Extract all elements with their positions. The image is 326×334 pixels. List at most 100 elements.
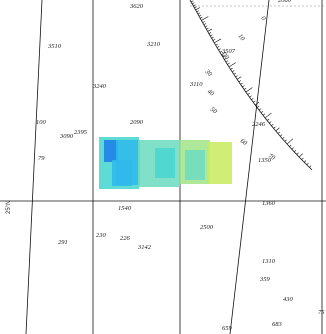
compass-rose-tick — [208, 32, 212, 34]
compass-rose-tick — [195, 7, 201, 11]
compass-rose-tick — [222, 55, 226, 58]
sounding-label: 230 — [96, 232, 107, 239]
compass-rose-tick — [238, 80, 242, 83]
compass-rose-tick — [197, 12, 201, 15]
compass-rose-tick — [228, 62, 236, 68]
sounding-label: 3142 — [137, 244, 152, 251]
compass-rose-label: 20 — [221, 52, 231, 62]
sounding-label: 3240 — [92, 83, 107, 90]
sounding-label: 100 — [36, 119, 47, 126]
compass-rose-tick — [242, 85, 245, 88]
compass-rose-tick — [277, 131, 280, 134]
compass-rose-tick — [301, 157, 304, 160]
sounding-label: 2395 — [74, 129, 88, 136]
compass-rose-tick — [251, 98, 254, 101]
bathymetry-cell — [112, 160, 132, 186]
compass-rose-tick — [204, 25, 208, 28]
compass-rose-tick — [243, 87, 247, 90]
compass-rose-tick — [200, 16, 203, 19]
compass-rose-tick — [298, 153, 303, 158]
compass-rose-tick — [247, 92, 250, 95]
compass-rose-tick — [296, 152, 299, 155]
sounding-label: 683 — [272, 321, 283, 328]
compass-rose-tick — [273, 126, 276, 129]
compass-rose-tick — [192, 2, 195, 5]
compass-rose-tick — [214, 38, 222, 44]
compass-rose-tick — [207, 28, 213, 32]
sounding-label: 1360 — [262, 200, 276, 207]
compass-rose-tick — [235, 75, 238, 78]
compass-rose-tick — [211, 36, 214, 39]
sounding-label: 3507 — [221, 48, 236, 55]
graticule-line-4 — [229, 0, 270, 334]
compass-rose-tick — [215, 43, 218, 46]
compass-rose-tick — [206, 27, 209, 30]
bathymetry-overlay — [99, 137, 232, 189]
compass-rose-tick — [221, 51, 226, 55]
sounding-label: 79 — [38, 155, 45, 162]
latitude-label: 25°N — [6, 201, 12, 214]
compass-rose-tick — [196, 10, 199, 13]
compass-rose-label: 70 — [267, 153, 277, 163]
compass-rose-tick — [233, 72, 237, 75]
compass-rose-tick — [224, 57, 227, 60]
compass-rose-tick — [306, 162, 309, 166]
sounding-label: 75 — [318, 309, 325, 316]
compass-rose-tick — [190, 0, 194, 3]
compass-rose-tick — [309, 165, 312, 168]
compass-rose-tick — [293, 149, 297, 153]
compass-rose-tick — [240, 82, 243, 85]
compass-rose-tick — [198, 14, 202, 17]
compass-rose-tick — [282, 136, 285, 140]
sounding-label: 2500 — [200, 224, 214, 231]
compass-rose-tick — [264, 112, 272, 119]
compass-rose-tick — [289, 144, 292, 147]
compass-rose-tick — [218, 48, 221, 51]
compass-rose-label: 10 — [236, 33, 246, 43]
sounding-label: 2090 — [130, 119, 144, 126]
compass-rose-tick — [203, 23, 207, 26]
compass-rose-tick — [271, 123, 274, 126]
compass-rose-tick — [201, 16, 209, 21]
graticule-line-1 — [25, 0, 43, 334]
bathymetry-cell — [185, 150, 205, 180]
sounding-label: 659 — [222, 325, 233, 332]
sounding-label: 430 — [283, 296, 294, 303]
compass-rose-tick — [249, 95, 252, 98]
compass-rose-tick — [230, 67, 233, 70]
compass-rose-tick — [269, 121, 272, 124]
depth-soundings: 3620 2080 3510 3210 3507 3240 3110 2090 2246 2395… — [36, 0, 325, 332]
sounding-label: 226 — [120, 235, 131, 242]
compass-rose-tick — [193, 4, 196, 7]
bathymetry-cell — [155, 148, 175, 178]
sounding-label: 359 — [259, 276, 271, 283]
compass-rose-label: 60 — [239, 138, 249, 148]
compass-rose-label: 30 — [203, 68, 214, 79]
compass-rose-tick — [245, 87, 253, 93]
sounding-label: 3510 — [47, 43, 62, 50]
sounding-label: 1540 — [118, 205, 132, 212]
compass-rose-tick — [291, 147, 294, 150]
compass-rose-tick — [202, 21, 205, 23]
compass-rose-ticks — [190, 0, 312, 168]
sounding-label: 2246 — [252, 121, 266, 128]
compass-rose-labels: 0 10 20 30 40 50 60 70 — [203, 15, 277, 162]
compass-rose-tick — [284, 139, 287, 142]
sounding-label: 2080 — [278, 0, 292, 4]
sounding-label: 3620 — [129, 3, 144, 10]
compass-rose-tick — [260, 110, 264, 113]
compass-rose-tick — [219, 50, 223, 53]
sounding-label: 3210 — [146, 41, 161, 48]
compass-rose-tick — [275, 127, 280, 132]
compass-rose-tick — [216, 46, 220, 48]
compass-rose-tick — [254, 101, 260, 106]
bathymetry-cell — [104, 140, 118, 162]
bathymetry-cell — [208, 142, 232, 184]
compass-rose-tick — [258, 108, 262, 111]
compass-rose — [189, 0, 326, 171]
compass-rose-tick — [303, 160, 307, 163]
compass-rose-tick — [236, 76, 242, 80]
compass-rose-label: 0 — [259, 15, 267, 22]
sounding-label: 291 — [58, 239, 68, 246]
